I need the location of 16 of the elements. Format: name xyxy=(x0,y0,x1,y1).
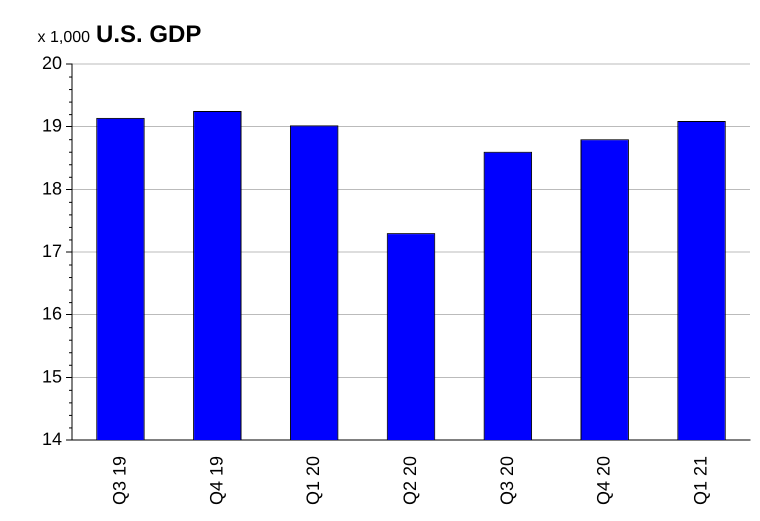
x-tick-label: Q1 20 xyxy=(303,456,324,506)
x-tick-label: Q3 19 xyxy=(109,456,130,506)
chart-title: U.S. GDP xyxy=(96,21,202,48)
y-tick-label: 14 xyxy=(42,428,62,449)
y-axis-title: x 1,000 xyxy=(38,29,90,46)
y-tick-label: 16 xyxy=(42,304,62,324)
x-tick-label: Q4 19 xyxy=(206,456,226,506)
y-tick-label: 18 xyxy=(42,178,62,198)
x-tick-label: Q2 20 xyxy=(400,456,420,506)
x-tick-label: Q1 21 xyxy=(690,456,711,506)
y-tick-label: 15 xyxy=(42,366,62,386)
y-tick-label: 20 xyxy=(42,52,62,73)
y-tick-label: 17 xyxy=(42,240,62,261)
y-tick-label: 19 xyxy=(42,116,62,136)
x-tick-label: Q4 20 xyxy=(594,456,614,506)
x-tick-label: Q3 20 xyxy=(496,456,517,506)
